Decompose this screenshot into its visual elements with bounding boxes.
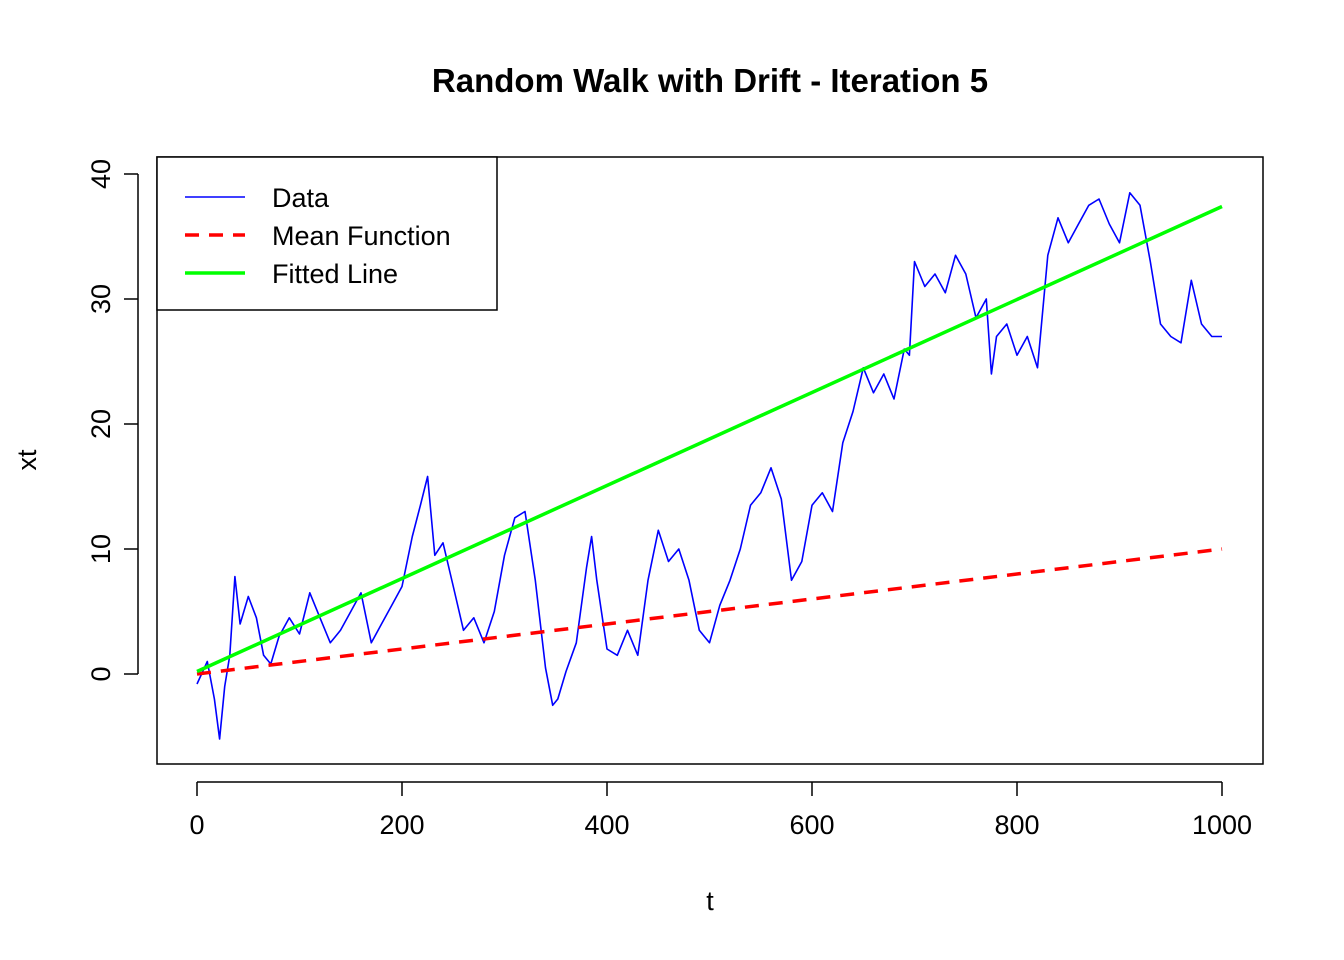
x-tick-label: 0 <box>189 810 204 840</box>
x-tick-label: 200 <box>379 810 424 840</box>
series-line-data <box>196 192 1222 740</box>
legend-label: Data <box>272 183 330 213</box>
x-tick-label: 400 <box>584 810 629 840</box>
x-tick-label: 1000 <box>1192 810 1252 840</box>
series-line-fitted-line <box>196 204 1223 674</box>
x-tick-label: 600 <box>789 810 834 840</box>
series-line-mean-function <box>196 547 1223 676</box>
y-tick-label: 0 <box>86 666 116 681</box>
y-tick-label: 10 <box>86 534 116 564</box>
legend-label: Fitted Line <box>272 259 398 289</box>
legend-label: Mean Function <box>272 221 451 251</box>
chart-title: Random Walk with Drift - Iteration 5 <box>432 62 988 99</box>
y-tick-label: 40 <box>86 159 116 189</box>
y-tick-label: 30 <box>86 284 116 314</box>
plot-frame <box>156 156 1264 765</box>
x-axis: 0 200 400 600 800 1000 <box>189 781 1252 840</box>
series-layer <box>196 192 1223 740</box>
y-axis-label: xt <box>12 449 42 471</box>
y-axis: 0 10 20 30 40 <box>86 159 139 682</box>
x-axis-label: t <box>706 886 714 916</box>
x-tick-label: 800 <box>994 810 1039 840</box>
y-tick-label: 20 <box>86 409 116 439</box>
legend: Data Mean Function Fitted Line <box>156 156 498 311</box>
